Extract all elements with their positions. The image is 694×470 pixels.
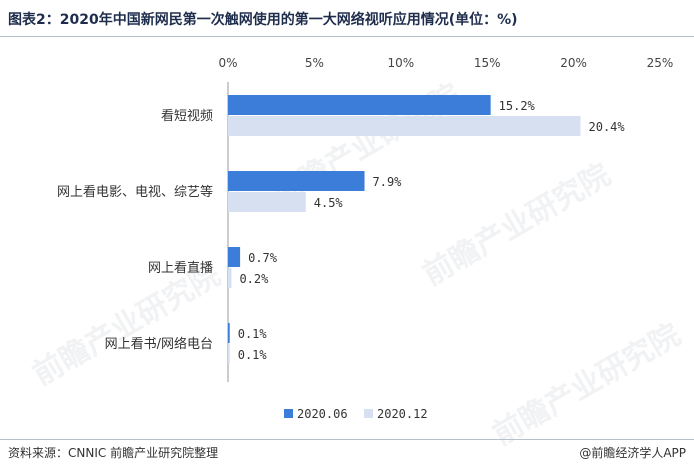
data-label: 4.5% bbox=[314, 196, 344, 210]
category-label: 网上看书/网络电台 bbox=[105, 336, 213, 352]
bar-2020.06 bbox=[228, 323, 230, 343]
x-tick-label: 25% bbox=[647, 56, 674, 70]
legend-swatch bbox=[284, 409, 293, 418]
data-label: 0.7% bbox=[248, 251, 278, 265]
footer-divider bbox=[0, 439, 694, 440]
chart-title: 图表2：2020年中国新网民第一次触网使用的第一大网络视听应用情况(单位：%) bbox=[8, 12, 518, 28]
category-label: 看短视频 bbox=[161, 108, 213, 124]
bar-chart: 0% 5% 10% 15% 20% 25% 看短视频 15.2% 20.4% 网上看电影、电视、综… bbox=[57, 56, 674, 421]
category-label: 网上看直播 bbox=[148, 260, 213, 276]
data-label: 0.1% bbox=[238, 327, 268, 341]
brand-credit: @前瞻经济学人APP bbox=[579, 446, 686, 460]
category-label: 网上看电影、电视、综艺等 bbox=[57, 184, 213, 200]
bar-2020.12 bbox=[228, 116, 581, 136]
bar-2020.12 bbox=[228, 192, 306, 212]
legend-swatch bbox=[364, 409, 373, 418]
title-divider bbox=[0, 36, 694, 37]
legend-label: 2020.06 bbox=[297, 407, 348, 421]
data-label: 15.2% bbox=[499, 99, 536, 113]
source-note: 资料来源：CNNIC 前瞻产业研究院整理 bbox=[8, 446, 219, 460]
bar-2020.06 bbox=[228, 171, 365, 191]
x-tick-label: 0% bbox=[218, 56, 237, 70]
x-tick-label: 10% bbox=[387, 56, 414, 70]
bar-2020.12 bbox=[228, 268, 232, 288]
bar-2020.06 bbox=[228, 95, 491, 115]
bar-2020.06 bbox=[228, 247, 241, 267]
data-label: 0.2% bbox=[239, 272, 269, 286]
data-label: 20.4% bbox=[589, 120, 626, 134]
x-tick-label: 15% bbox=[474, 56, 501, 70]
data-label: 7.9% bbox=[373, 175, 403, 189]
x-tick-label: 5% bbox=[305, 56, 324, 70]
legend-label: 2020.12 bbox=[377, 407, 428, 421]
data-label: 0.1% bbox=[238, 348, 268, 362]
bar-2020.12 bbox=[228, 344, 230, 364]
x-tick-label: 20% bbox=[560, 56, 587, 70]
